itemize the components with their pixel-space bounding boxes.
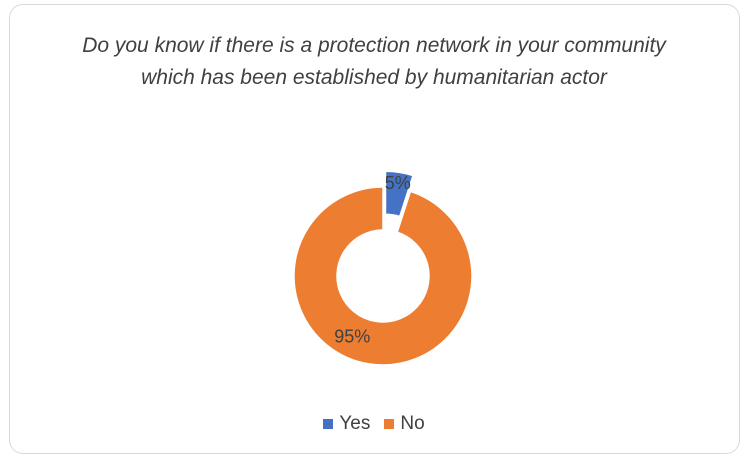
donut-labels: 5% 95% <box>334 173 410 346</box>
legend: Yes No <box>0 413 748 435</box>
data-label-no: 95% <box>334 326 370 346</box>
chart-title: Do you know if there is a protection net… <box>82 34 666 89</box>
legend-item-no: No <box>384 413 425 435</box>
legend-label-yes: Yes <box>339 413 371 434</box>
donut-slices <box>293 170 473 366</box>
legend-swatch-yes <box>323 419 334 429</box>
slice-no <box>293 186 473 366</box>
legend-swatch-no <box>384 419 395 429</box>
legend-label-no: No <box>400 413 425 434</box>
slice-yes <box>384 170 414 218</box>
data-label-yes: 5% <box>385 173 411 193</box>
legend-item-yes: Yes <box>323 413 370 435</box>
